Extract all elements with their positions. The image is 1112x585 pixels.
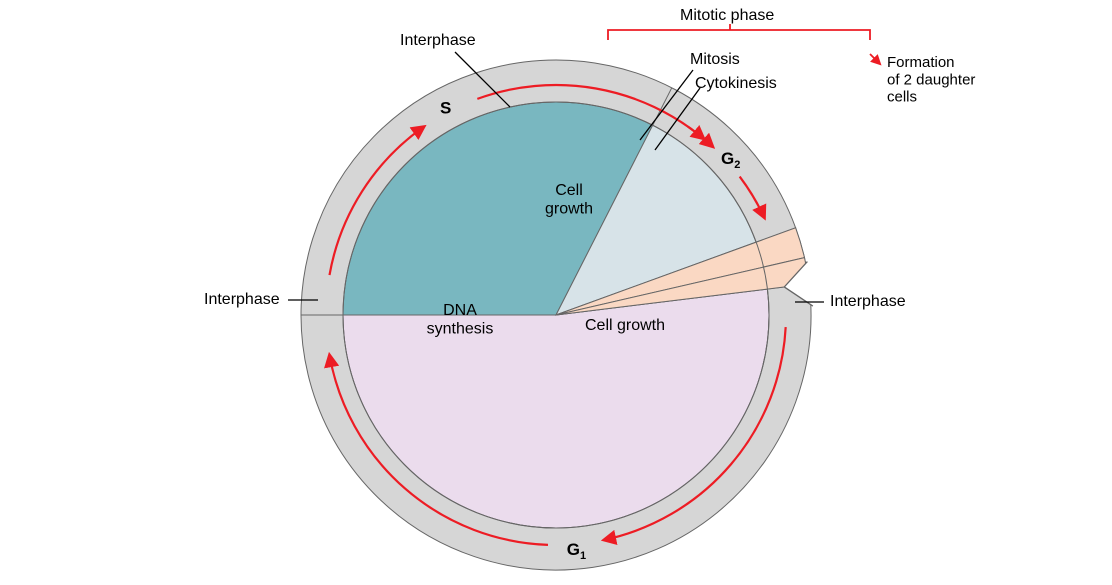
g1-label: Cell growth bbox=[585, 317, 665, 334]
cytokinesis-label: Cytokinesis bbox=[695, 75, 777, 92]
daughter-arrow bbox=[870, 54, 880, 64]
phase-s-label: S bbox=[440, 99, 451, 118]
interphase-left-label: Interphase bbox=[204, 291, 280, 308]
mitosis-label: Mitosis bbox=[690, 51, 740, 68]
mitotic-bracket bbox=[608, 30, 870, 40]
daughter-label: Formationof 2 daughtercells bbox=[887, 54, 975, 106]
interphase-right-label: Interphase bbox=[830, 293, 906, 310]
mitotic-phase-label: Mitotic phase bbox=[680, 7, 774, 24]
interphase-top-label: Interphase bbox=[400, 32, 476, 49]
